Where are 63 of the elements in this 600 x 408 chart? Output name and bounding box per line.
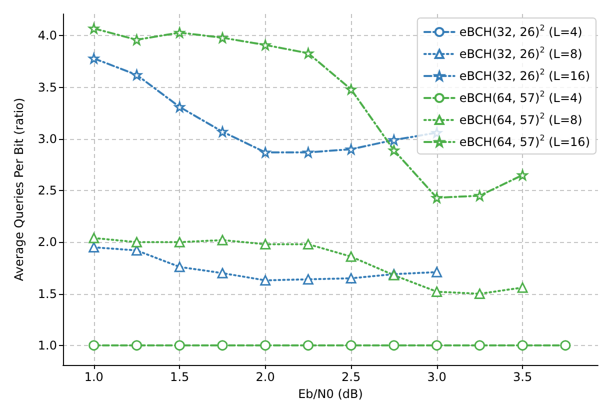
point: [432, 340, 442, 351]
x-axis-title: Eb/N0 (dB): [298, 386, 363, 401]
point: [217, 234, 228, 246]
x-tick-label: 3.0: [427, 370, 446, 384]
point: [474, 340, 485, 351]
point: [346, 144, 356, 154]
point: [474, 288, 485, 300]
point: [217, 32, 228, 43]
point: [517, 170, 528, 180]
point: [346, 340, 356, 351]
y-tick-label: 1.5: [38, 286, 57, 301]
point: [260, 147, 271, 158]
point: [131, 70, 142, 80]
y-tick-label: 1.0: [38, 338, 57, 352]
x-tick-label: 1.0: [84, 370, 104, 384]
point: [517, 340, 528, 351]
point: [88, 53, 100, 64]
point: [260, 340, 271, 351]
x-tick-label: 1.5: [170, 370, 190, 384]
point: [217, 268, 228, 278]
point: [302, 238, 314, 250]
point: [174, 236, 185, 248]
x-tick-label: 2.5: [342, 370, 361, 384]
point: [302, 147, 314, 158]
point: [174, 27, 185, 38]
point: [260, 238, 271, 250]
point: [388, 134, 400, 146]
point: [88, 340, 100, 351]
y-axis-title: Average Queries Per Bit (ratio): [12, 98, 26, 282]
y-tick-label: 2.0: [38, 235, 57, 250]
point: [346, 251, 356, 262]
x-tick-label: 2.0: [256, 370, 275, 384]
point: [560, 340, 571, 351]
point: [88, 23, 100, 34]
point: [260, 275, 271, 286]
point: [302, 274, 314, 285]
y-tick-label: 3.0: [38, 132, 57, 146]
point: [432, 266, 442, 278]
y-tick-label: 2.5: [38, 184, 57, 198]
point: [174, 340, 185, 351]
point: [302, 48, 314, 58]
point: [260, 40, 271, 50]
point: [432, 192, 442, 204]
point: [432, 286, 442, 297]
point: [388, 145, 400, 156]
point: [346, 273, 356, 284]
point: [217, 340, 228, 351]
point: [217, 126, 228, 137]
point: [388, 340, 400, 351]
point: [88, 232, 100, 244]
point: [131, 34, 142, 46]
point: [174, 262, 185, 272]
point: [474, 190, 485, 201]
point: [517, 282, 528, 293]
point: [174, 102, 185, 112]
y-tick-label: 3.5: [38, 80, 57, 94]
y-tick-label: 4.0: [38, 28, 57, 43]
point: [131, 340, 142, 351]
point: [88, 242, 100, 253]
point: [302, 340, 314, 351]
x-tick-label: 3.5: [513, 370, 532, 384]
point: [131, 236, 142, 248]
point: [346, 84, 356, 95]
